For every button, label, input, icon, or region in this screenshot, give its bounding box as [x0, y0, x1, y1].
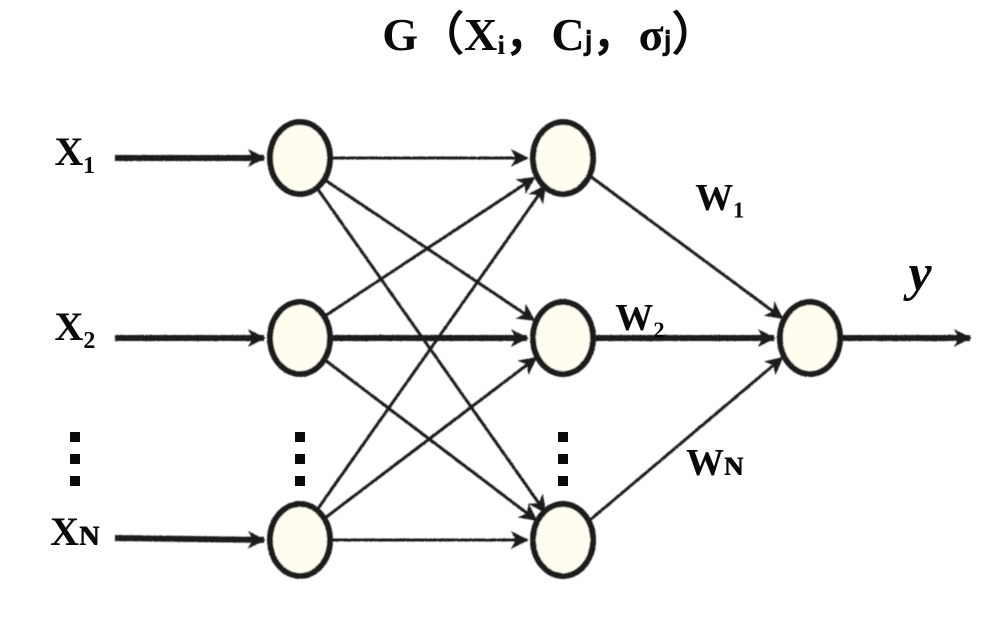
node-L1b [270, 302, 330, 374]
node-L2a [533, 122, 593, 194]
label-wN: Wɴ [686, 442, 744, 484]
labels-layer: G（Xᵢ，Cⱼ，σⱼ） X₁ X₂ Xɴ W₁ W₂ Wɴ y [50, 9, 932, 554]
nodes-layer [270, 122, 840, 576]
label-input1: X₁ [55, 129, 96, 174]
node-OUT [780, 302, 840, 374]
edge-L1c-L2b [325, 358, 536, 518]
node-L2c [533, 504, 593, 576]
ellipsis-ell_layer2 [558, 432, 568, 486]
ellipsis-ell_layer1 [295, 432, 305, 486]
label-w2: W₂ [615, 297, 664, 339]
label-w1: W₁ [695, 177, 744, 219]
label-inputN: Xɴ [50, 509, 100, 554]
edge-L2c-OUT [590, 358, 782, 520]
label-output: y [902, 245, 932, 302]
edge-L1b-L2c [325, 360, 536, 520]
label-title: G（Xᵢ，Cⱼ，σⱼ） [382, 9, 717, 60]
edge-inN-L1c [115, 538, 264, 540]
node-L2b [533, 302, 593, 374]
label-input2: X₂ [55, 304, 96, 349]
ellipsis-ell_inputs [70, 432, 80, 486]
edge-L1a-L2b [325, 180, 534, 320]
node-L1c [270, 504, 330, 576]
node-L1a [270, 122, 330, 194]
